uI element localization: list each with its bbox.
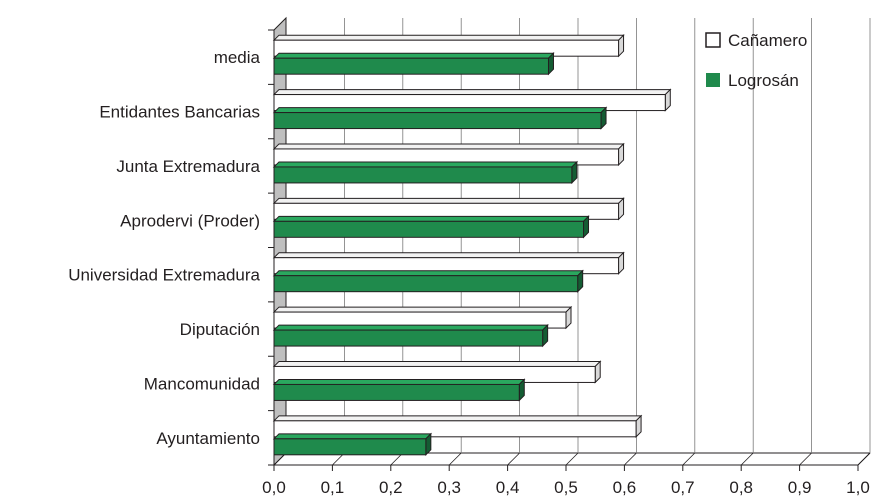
bar-front-face	[273, 220, 585, 238]
legend-label: Cañamero	[728, 31, 807, 50]
legend-label: Logrosán	[728, 71, 799, 90]
bar-top-face	[272, 215, 590, 222]
bar-front-face	[273, 112, 602, 130]
x-tick-label: 0,2	[379, 478, 403, 497]
bar	[272, 432, 433, 457]
x-tick-label: 0,4	[496, 478, 520, 497]
category-label: Aprodervi (Proder)	[120, 211, 260, 230]
bar	[272, 378, 526, 402]
legend-swatch	[706, 73, 720, 87]
category-label: Diputación	[180, 320, 260, 339]
category-label: Universidad Extremadura	[68, 266, 260, 285]
bar-top-face	[272, 378, 526, 385]
bar	[272, 360, 602, 384]
bar	[272, 215, 590, 239]
bar-top-face	[272, 161, 579, 168]
floor-grid-diagonal	[857, 452, 871, 466]
bar	[272, 305, 573, 330]
bar-front-face	[273, 383, 520, 401]
x-tick-label: 0,5	[554, 478, 578, 497]
bar	[272, 197, 625, 221]
floor-grid-diagonal	[507, 452, 520, 466]
bar-top-face	[272, 34, 625, 41]
bar-top-face	[272, 306, 573, 313]
floor-grid-diagonal	[624, 452, 637, 466]
bar-top-face	[272, 89, 672, 96]
category-label: Ayuntamiento	[156, 429, 260, 448]
bar-top-face	[272, 107, 608, 114]
bar	[272, 33, 625, 58]
bar-top-face	[272, 360, 602, 367]
bar-top-face	[272, 143, 625, 150]
bar-top-face	[272, 197, 625, 204]
x-tick-label: 0,7	[671, 478, 695, 497]
category-label: media	[214, 48, 261, 67]
floor-grid-diagonal	[740, 452, 754, 466]
bar	[272, 51, 555, 76]
floor-grid-diagonal	[565, 452, 579, 466]
bar-front-face	[273, 275, 579, 293]
floor-grid-diagonal	[799, 452, 812, 466]
x-tick-label: 1,0	[846, 478, 870, 497]
legend-swatch	[705, 32, 721, 48]
bar-front-face	[273, 329, 544, 347]
bar	[272, 269, 584, 293]
category-label: Entidantes Bancarias	[99, 103, 260, 122]
x-tick-label: 0,9	[788, 478, 812, 497]
x-tick-label: 0,1	[321, 478, 345, 497]
bar	[272, 142, 625, 167]
bar	[272, 160, 579, 185]
bar	[272, 106, 608, 130]
bar-front-face	[273, 438, 427, 456]
legend: Cañamero Logrosán	[705, 31, 807, 90]
bar-top-face	[272, 270, 584, 277]
x-tick-label: 0,8	[729, 478, 753, 497]
bar-top-face	[272, 433, 433, 440]
bars	[272, 33, 672, 457]
bar-front-face	[273, 420, 637, 438]
category-label: Mancomunidad	[144, 374, 260, 393]
bar	[272, 88, 672, 112]
bar-front-face	[273, 166, 573, 184]
bar	[272, 251, 625, 275]
bar	[272, 323, 549, 348]
floor-grid-diagonal	[682, 452, 696, 466]
floor-grid-diagonal	[448, 452, 462, 466]
bar-top-face	[272, 415, 643, 422]
labels: 0,0 0,1 0,2 0,3 0,4 0,5 0,6 0,7 0,8 0,9 1,0 Ayuntam…	[68, 48, 870, 497]
x-tick-label: 0,6	[613, 478, 637, 497]
x-tick-label: 0,3	[437, 478, 461, 497]
x-tick-label: 0,0	[262, 478, 286, 497]
bar-top-face	[272, 252, 625, 259]
bar-front-face	[273, 57, 549, 75]
bar-top-face	[272, 52, 555, 59]
bar-top-face	[272, 324, 549, 331]
bar	[272, 414, 643, 439]
category-label: Junta Extremadura	[116, 157, 260, 176]
